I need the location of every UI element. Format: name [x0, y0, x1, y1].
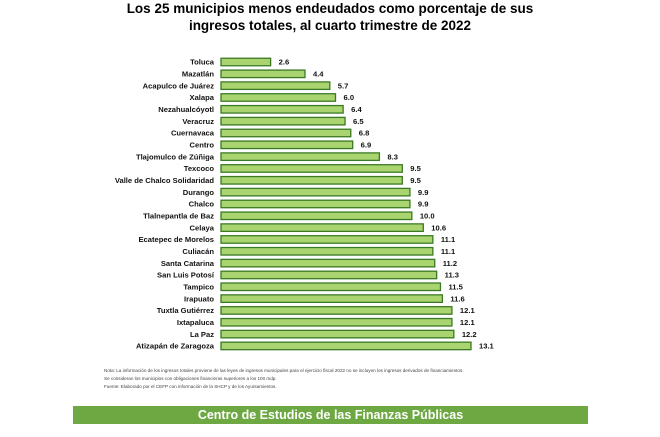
category-label: La Paz	[190, 330, 214, 339]
category-label: Irapuato	[184, 294, 214, 303]
value-label: 9.5	[410, 176, 421, 185]
value-label: 13.1	[479, 342, 495, 351]
bar	[220, 270, 438, 280]
note-line: Nota: La información de los ingresos tot…	[104, 368, 464, 373]
category-label: Centro	[190, 141, 215, 150]
category-label: Tlalnepantla de Baz	[143, 211, 214, 220]
category-label: Mazatlán	[182, 70, 214, 79]
value-label: 6.0	[344, 93, 355, 102]
category-label: Toluca	[190, 58, 215, 67]
bar	[220, 306, 453, 315]
value-label: 12.1	[460, 306, 476, 315]
value-label: 11.1	[441, 247, 456, 256]
chart-notes: Nota: La información de los ingresos tot…	[104, 367, 574, 391]
bar	[220, 152, 381, 162]
bar	[220, 175, 403, 185]
bar	[220, 140, 354, 150]
value-label: 12.1	[460, 318, 476, 327]
bar	[220, 211, 413, 221]
category-label: Atizapán de Zaragoza	[136, 342, 215, 351]
bar	[220, 223, 424, 233]
category-label: Acapulco de Juárez	[143, 81, 215, 90]
bar	[220, 128, 352, 138]
value-label: 8.3	[387, 152, 398, 161]
category-label: Tuxtla Gutiérrez	[157, 306, 214, 315]
value-label: 6.5	[353, 117, 364, 126]
value-label: 5.7	[338, 81, 349, 90]
value-label: 4.4	[313, 70, 324, 79]
category-label: Nezahualcóyotl	[158, 105, 214, 114]
value-label: 6.9	[361, 141, 372, 150]
value-label: 11.1	[441, 235, 456, 244]
category-label: Valle de Chalco Solidaridad	[115, 176, 215, 185]
bar	[220, 116, 346, 126]
value-label: 6.8	[359, 129, 370, 138]
value-label: 11.6	[450, 294, 464, 303]
category-label: Santa Catarina	[161, 259, 215, 268]
value-label: 11.2	[443, 259, 457, 268]
bar	[220, 57, 272, 67]
category-label: Durango	[183, 188, 215, 197]
bar	[220, 341, 472, 351]
note-line: Se consideran los municipios con obligac…	[104, 376, 277, 381]
value-label: 9.9	[418, 200, 429, 209]
note-line: Fuente: Elaborado por el CEFP con inform…	[104, 384, 277, 389]
bar	[220, 294, 444, 304]
value-label: 10.6	[431, 223, 446, 232]
category-label: Veracruz	[182, 117, 214, 126]
value-label: 9.5	[410, 164, 421, 173]
chart-title: Los 25 municipios menos endeudados como …	[126, 1, 534, 33]
category-label: Tampico	[183, 282, 214, 291]
value-label: 6.4	[351, 105, 362, 114]
value-label: 11.3	[445, 271, 459, 280]
bar	[220, 93, 337, 102]
category-label: Celaya	[190, 223, 215, 232]
category-label: Cuernavaca	[171, 129, 215, 138]
bar-chart: Toluca 2.6 Mazatlán 4.4 Acapulco de Juárez 5.…	[115, 57, 495, 351]
category-label: Tlajomulco de Zúñiga	[136, 152, 215, 161]
bar	[220, 187, 411, 197]
category-label: Xalapa	[190, 93, 215, 102]
category-label: Chalco	[189, 200, 215, 209]
bar	[220, 282, 442, 292]
bar	[220, 164, 403, 173]
category-label: Texcoco	[184, 164, 215, 173]
bar	[220, 199, 411, 209]
value-label: 10.0	[420, 211, 435, 220]
category-label: Culiacán	[182, 247, 214, 256]
bar	[220, 81, 331, 91]
bar	[220, 246, 434, 256]
bar	[220, 329, 455, 339]
bar	[220, 104, 344, 114]
footer-banner: Centro de Estudios de las Finanzas Públi…	[73, 406, 588, 424]
value-label: 11.5	[448, 282, 463, 291]
category-label: Ixtapaluca	[177, 318, 215, 327]
value-label: 2.6	[279, 58, 290, 67]
value-label: 9.9	[418, 188, 429, 197]
category-label: San Luis Potosí	[157, 271, 215, 280]
value-label: 12.2	[462, 330, 477, 339]
bar	[220, 235, 434, 244]
bar	[220, 258, 436, 268]
category-label: Ecatepec de Morelos	[138, 235, 214, 244]
bar	[220, 317, 453, 327]
bar	[220, 69, 306, 79]
